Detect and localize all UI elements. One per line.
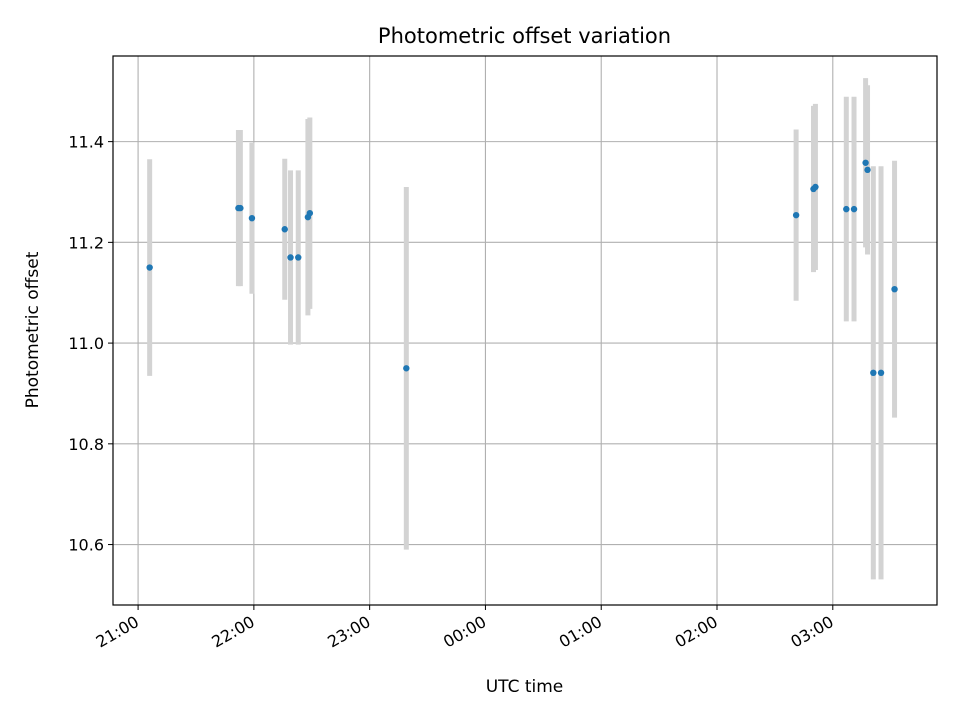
data-point: [306, 209, 314, 217]
y-tick-label: 11.0: [68, 334, 104, 353]
data-point: [403, 365, 410, 372]
chart-title: Photometric offset variation: [378, 24, 671, 48]
y-tick-label: 11.4: [68, 133, 104, 152]
data-point: [862, 159, 869, 166]
data-point: [877, 369, 885, 377]
y-axis-title: Photometric offset: [23, 251, 43, 408]
data-point: [891, 285, 898, 293]
data-point: [850, 205, 858, 213]
data-point: [248, 214, 256, 222]
data-point: [792, 211, 800, 219]
data-point: [812, 183, 819, 191]
y-axis: 10.6 10.8 11.0 11.2 11.4: [68, 133, 113, 555]
data-point: [295, 254, 302, 261]
data-point: [864, 166, 871, 174]
data-point: [870, 369, 877, 377]
grid: [113, 56, 937, 605]
data-point: [146, 264, 153, 271]
y-tick-label: 10.8: [68, 435, 104, 454]
data-point: [281, 226, 288, 233]
plot-frame: [112, 55, 938, 606]
data-point: [237, 204, 244, 212]
y-tick-label: 10.6: [68, 536, 104, 555]
x-axis-title: UTC time: [486, 677, 564, 697]
data-point: [287, 254, 294, 261]
data-points: [146, 159, 898, 377]
y-tick-label: 11.2: [68, 233, 104, 252]
data-point: [843, 205, 850, 213]
